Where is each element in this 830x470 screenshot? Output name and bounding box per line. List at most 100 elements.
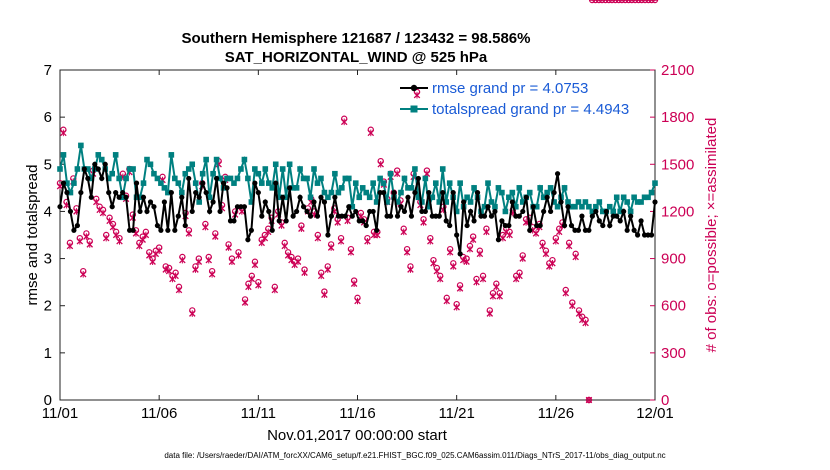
data-point (151, 170, 157, 177)
data-point (255, 189, 261, 196)
data-point (269, 227, 275, 233)
data-point (412, 189, 418, 196)
data-point (57, 204, 63, 210)
data-point (565, 199, 571, 205)
obs-assimilated-marker (555, 228, 563, 236)
obs-assimilated-marker (506, 231, 513, 239)
obs-assimilated-marker (334, 219, 341, 226)
obs-assimilated-marker (516, 272, 523, 280)
data-point (471, 218, 477, 224)
data-point (488, 213, 495, 219)
data-point (126, 166, 133, 172)
obs-assimilated-marker (427, 237, 434, 245)
data-point (119, 194, 126, 201)
data-point (586, 203, 592, 210)
data-point (297, 166, 303, 172)
data-point (78, 189, 84, 196)
data-point (652, 199, 658, 205)
data-point (130, 227, 136, 233)
obs-assimilated-marker (483, 228, 490, 236)
x-tick-label: 11/16 (339, 405, 375, 422)
obs-assimilated-marker (258, 239, 265, 247)
x-axis-label: Nov.01,2017 00:00:00 start (267, 427, 448, 444)
obs-assimilated-marker (145, 252, 153, 259)
obs-assimilated-marker (76, 237, 84, 245)
data-point (321, 199, 328, 205)
data-point (593, 203, 599, 210)
data-point (579, 213, 585, 219)
data-point (304, 208, 310, 215)
data-point (401, 175, 408, 182)
data-point (499, 218, 505, 224)
data-point (544, 189, 550, 196)
data-point (436, 213, 442, 219)
data-point (182, 170, 189, 177)
obs-assimilated-marker (413, 91, 421, 99)
data-point (283, 194, 289, 201)
obs-assimilated-marker (496, 292, 503, 300)
obs-assimilated-marker (102, 234, 110, 242)
data-point (112, 152, 119, 158)
data-point (464, 222, 470, 229)
data-point (610, 208, 617, 215)
obs-possible-marker (622, 0, 629, 4)
data-point (272, 161, 279, 168)
data-point (74, 166, 81, 172)
obs-assimilated-marker (112, 231, 120, 239)
data-point (492, 203, 498, 210)
data-point (64, 180, 70, 186)
data-point (426, 189, 432, 196)
data-point (572, 203, 578, 210)
obs-possible-marker (631, 0, 639, 4)
obs-assimilated-marker (364, 237, 371, 245)
data-point (203, 189, 209, 196)
data-point (193, 189, 199, 196)
data-point (318, 175, 324, 182)
data-point (252, 166, 258, 172)
obs-assimilated-marker (301, 269, 308, 277)
data-point (635, 232, 641, 238)
data-point (339, 185, 345, 191)
data-point (189, 208, 195, 215)
data-point (185, 166, 192, 172)
series-line (59, 161, 656, 255)
data-point (380, 189, 387, 196)
data-point (349, 213, 355, 219)
data-point (401, 208, 408, 215)
data-point (133, 194, 140, 201)
data-point (554, 171, 561, 177)
data-point (227, 175, 234, 182)
obs-possible-marker (638, 0, 645, 4)
data-point (412, 166, 418, 172)
obs-assimilated-marker (337, 237, 345, 245)
y-right-tick-label: 1200 (661, 203, 694, 220)
data-point (461, 199, 467, 205)
data-point (311, 199, 317, 205)
obs-assimilated-marker (347, 248, 355, 256)
data-point (394, 213, 401, 219)
data-point (384, 199, 390, 205)
legend: rmse grand pr = 4.0753 totalspread grand… (400, 80, 629, 118)
obs-assimilated-marker (271, 286, 279, 294)
data-point (422, 208, 428, 215)
data-point (116, 194, 122, 200)
x-axis: 11/01 11/06 11/11 11/16 11/21 11/26 12/01 (42, 70, 674, 422)
data-point (540, 194, 547, 201)
obs-assimilated-marker (400, 228, 407, 236)
data-point (450, 189, 456, 196)
data-point (485, 180, 491, 186)
data-point (144, 208, 150, 215)
obs-assimilated-marker (443, 297, 451, 305)
data-point (213, 175, 220, 182)
data-point (631, 194, 637, 201)
data-point (547, 185, 554, 191)
data-point (71, 227, 77, 233)
data-point (293, 185, 300, 191)
data-point (280, 194, 286, 200)
data-point (359, 185, 366, 191)
data-point (541, 208, 547, 215)
obs-assimilated-marker (208, 270, 216, 278)
data-point (217, 208, 223, 215)
y-right-tick-label: 600 (661, 298, 686, 315)
obs-assimilated-marker (486, 310, 494, 317)
